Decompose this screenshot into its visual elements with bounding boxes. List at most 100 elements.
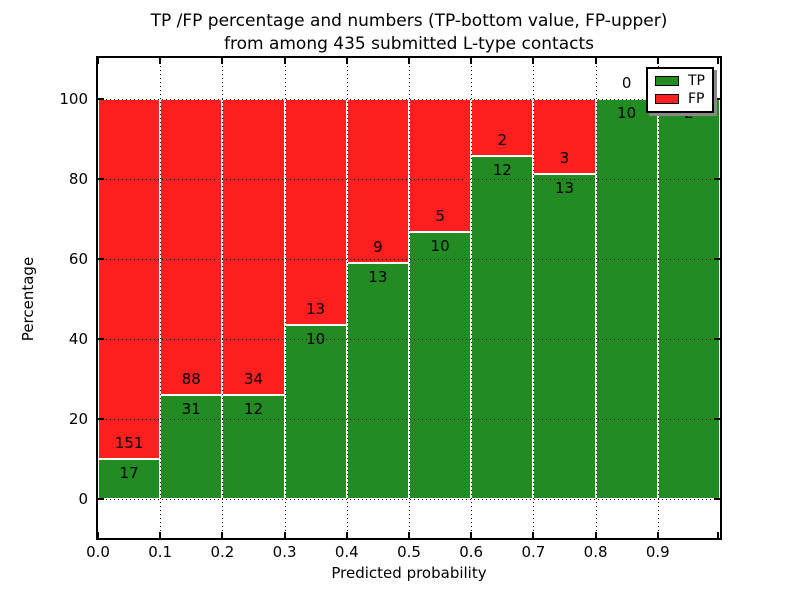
bar-segment-tp bbox=[346, 262, 409, 499]
y-tick-mark-right bbox=[714, 338, 720, 340]
bar-count-label-tp: 31 bbox=[181, 399, 201, 418]
y-tick-label: 20 bbox=[68, 410, 88, 428]
x-tick-mark-top bbox=[283, 58, 286, 64]
bar-segment-fp bbox=[284, 99, 347, 326]
x-tick-mark-top bbox=[532, 58, 535, 64]
bar-segment-tp bbox=[98, 458, 161, 499]
bar-count-label-tp: 12 bbox=[243, 399, 264, 418]
y-tick-mark bbox=[98, 418, 104, 420]
bar-count-label-tp: 13 bbox=[554, 179, 575, 197]
chart-title: TP /FP percentage and numbers (TP-bottom… bbox=[98, 10, 720, 56]
y-tick-mark bbox=[98, 178, 104, 180]
x-tick-label: 0.8 bbox=[583, 543, 608, 561]
x-tick-mark bbox=[97, 532, 99, 538]
bar-segment-tp bbox=[160, 394, 223, 499]
bar-count-label-tp: 10 bbox=[617, 104, 637, 122]
x-tick-mark bbox=[159, 532, 162, 538]
y-tick-mark bbox=[98, 338, 104, 340]
x-axis-label: Predicted probability bbox=[331, 564, 487, 582]
y-tick-label: 80 bbox=[68, 170, 88, 188]
x-tick-label: 0.6 bbox=[459, 543, 484, 561]
bar-count-label-tp: 10 bbox=[306, 330, 326, 349]
x-tick-mark bbox=[532, 532, 535, 538]
y-tick-mark-right bbox=[714, 418, 720, 420]
bar-segment-fp bbox=[98, 99, 161, 459]
x-tick-label: 0.9 bbox=[645, 543, 670, 561]
x-tick-mark bbox=[470, 532, 473, 538]
bar-count-label-fp: 151 bbox=[114, 433, 144, 452]
x-tick-mark bbox=[656, 532, 659, 538]
x-tick-mark-top bbox=[345, 58, 348, 64]
gridline-vertical bbox=[533, 58, 535, 538]
x-tick-label: 0.0 bbox=[86, 543, 110, 561]
y-tick-mark-right bbox=[714, 498, 720, 500]
x-tick-mark bbox=[221, 532, 224, 538]
gridline-vertical bbox=[346, 58, 348, 538]
legend-item-fp: FP bbox=[655, 90, 705, 108]
bar-segment-tp bbox=[409, 232, 472, 499]
x-tick-mark-top bbox=[594, 58, 597, 64]
bar-segment-tp bbox=[284, 325, 347, 499]
x-tick-mark bbox=[717, 532, 719, 538]
bar-segment-fp bbox=[222, 99, 285, 395]
x-tick-label: 0.4 bbox=[334, 543, 359, 561]
tp-legend-swatch bbox=[655, 76, 679, 86]
gridline-vertical bbox=[657, 58, 659, 538]
x-tick-label: 0.5 bbox=[397, 543, 421, 561]
bar-count-label-fp: 3 bbox=[559, 149, 570, 167]
bar-count-label-fp: 9 bbox=[373, 237, 383, 256]
gridline-vertical bbox=[222, 58, 224, 538]
x-tick-label: 0.2 bbox=[210, 543, 235, 561]
bar-segment-fp bbox=[346, 99, 409, 263]
y-tick-mark bbox=[98, 98, 104, 100]
bar-segment-tp bbox=[533, 174, 596, 499]
y-tick-mark-right bbox=[714, 178, 720, 180]
y-tick-mark-right bbox=[714, 98, 720, 100]
bar-count-label-tp: 2 bbox=[684, 104, 694, 122]
y-tick-mark bbox=[98, 498, 104, 500]
y-tick-label: 40 bbox=[68, 330, 88, 348]
tp-legend-label: TP bbox=[688, 73, 705, 89]
bar-count-label-fp: 2 bbox=[497, 131, 508, 150]
x-tick-mark-top bbox=[159, 58, 162, 64]
x-tick-mark bbox=[594, 532, 597, 538]
bar-count-label-tp: 13 bbox=[368, 267, 388, 286]
bar-segment-tp bbox=[595, 99, 658, 499]
plot-area: 151 17 88 31 34 12 13 10 9 13 5 10 2 12 3 13 0 10 2 bbox=[97, 58, 720, 538]
y-tick-mark-right bbox=[714, 258, 720, 260]
legend-item-tp: TP bbox=[655, 72, 705, 90]
bar-segment-fp bbox=[160, 99, 223, 395]
y-tick-label: 60 bbox=[68, 250, 88, 268]
bar-count-label-fp: 88 bbox=[181, 369, 201, 388]
x-tick-label: 0.3 bbox=[272, 543, 297, 561]
y-tick-label: 0 bbox=[78, 490, 88, 508]
x-tick-mark-top bbox=[717, 58, 719, 64]
y-tick-label: 100 bbox=[59, 90, 88, 108]
bar-count-label-tp: 12 bbox=[492, 161, 512, 180]
gridline-vertical bbox=[409, 58, 410, 538]
fp-legend-label: FP bbox=[688, 91, 705, 107]
gridline-vertical bbox=[595, 58, 597, 538]
x-tick-mark-top bbox=[470, 58, 473, 64]
fp-legend-swatch bbox=[655, 94, 679, 104]
x-tick-mark-top bbox=[656, 58, 659, 64]
chart-title-line2: from among 435 submitted L-type contacts bbox=[223, 34, 594, 54]
x-tick-mark bbox=[345, 532, 348, 538]
x-tick-mark bbox=[408, 532, 410, 538]
x-tick-mark bbox=[283, 532, 286, 538]
bar-count-label-fp: 13 bbox=[306, 300, 326, 319]
bar-segment-tp bbox=[471, 156, 534, 499]
x-tick-mark-top bbox=[408, 58, 410, 64]
bar-count-label-fp: 5 bbox=[435, 207, 445, 226]
x-tick-label: 0.1 bbox=[148, 543, 173, 561]
x-tick-label: 0.7 bbox=[521, 543, 546, 561]
gridline-vertical bbox=[471, 58, 473, 538]
bar-segment-tp bbox=[657, 99, 720, 499]
bar-count-label-tp: 17 bbox=[119, 463, 139, 482]
legend: TP FP bbox=[646, 67, 714, 113]
x-tick-mark-top bbox=[97, 58, 99, 64]
gridline-vertical bbox=[160, 58, 162, 538]
gridline-vertical bbox=[284, 58, 286, 538]
y-axis-label: Percentage bbox=[19, 256, 37, 342]
